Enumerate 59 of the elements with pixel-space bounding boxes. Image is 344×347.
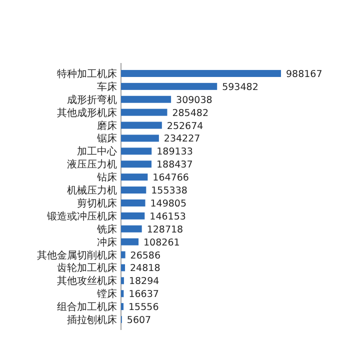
data-label: 24818 bbox=[130, 263, 160, 274]
y-tick-label: 磨床 bbox=[97, 120, 117, 132]
data-label: 164766 bbox=[152, 172, 189, 184]
data-label: 188437 bbox=[156, 160, 193, 171]
bar bbox=[121, 122, 162, 129]
y-tick-label: 锻造或冲压机床 bbox=[46, 210, 117, 222]
bar bbox=[121, 277, 124, 284]
y-tick-label: 其他成形机床 bbox=[57, 106, 117, 119]
bar bbox=[121, 70, 281, 77]
bar bbox=[121, 199, 146, 206]
data-label: 155338 bbox=[151, 186, 188, 197]
y-tick-label: 机械压力机 bbox=[67, 184, 117, 197]
bar bbox=[121, 82, 218, 90]
bar bbox=[121, 186, 146, 194]
data-label: 309038 bbox=[176, 94, 212, 106]
bar bbox=[121, 290, 124, 298]
data-label: 18294 bbox=[128, 276, 160, 288]
bar bbox=[121, 134, 159, 142]
data-label: 5607 bbox=[126, 315, 152, 326]
data-label: 15556 bbox=[128, 302, 159, 314]
data-label: 593482 bbox=[222, 82, 258, 93]
bar bbox=[121, 303, 124, 310]
data-label: 252674 bbox=[166, 120, 204, 132]
bar bbox=[121, 264, 126, 272]
bar bbox=[121, 108, 168, 116]
bar bbox=[121, 148, 152, 155]
bar bbox=[121, 212, 145, 220]
y-tick-label: 剪切机床 bbox=[77, 197, 117, 210]
y-tick-label: 液压压力机 bbox=[67, 158, 117, 171]
bar bbox=[121, 160, 152, 168]
data-label: 146153 bbox=[150, 211, 186, 222]
data-label: 149805 bbox=[150, 198, 187, 210]
y-tick-label: 组合加工机床 bbox=[57, 301, 117, 314]
y-tick-label: 特种加工机床 bbox=[57, 68, 117, 80]
bar bbox=[121, 238, 139, 246]
y-tick-label: 加工中心 bbox=[77, 146, 117, 158]
y-tick-label: 锯床 bbox=[96, 132, 117, 145]
data-label: 988167 bbox=[286, 68, 322, 80]
data-label: 16637 bbox=[128, 289, 159, 300]
y-tick-label: 成形折弯机 bbox=[67, 94, 117, 106]
y-tick-label: 冲床 bbox=[97, 236, 117, 248]
data-label: 189133 bbox=[156, 146, 193, 158]
bar bbox=[121, 225, 142, 232]
data-label: 234227 bbox=[164, 134, 200, 145]
y-tick-label: 插拉刨机床 bbox=[67, 314, 117, 326]
bar bbox=[121, 251, 126, 258]
data-label: 26586 bbox=[130, 250, 161, 262]
data-label: 108261 bbox=[144, 237, 180, 248]
bar bbox=[121, 96, 172, 103]
y-tick-label: 其他金属切削机床 bbox=[37, 249, 117, 262]
y-tick-label: 钻床 bbox=[96, 172, 117, 184]
y-tick-label: 铣床 bbox=[96, 223, 117, 236]
data-label: 128718 bbox=[146, 224, 184, 236]
y-tick-label: 镗床 bbox=[96, 288, 117, 300]
y-tick-label: 齿轮加工机床 bbox=[57, 262, 117, 274]
data-label: 285482 bbox=[172, 108, 208, 119]
y-tick-label: 车床 bbox=[97, 80, 117, 93]
bar bbox=[121, 174, 148, 181]
y-tick-label: 其他攻丝机床 bbox=[57, 275, 117, 288]
